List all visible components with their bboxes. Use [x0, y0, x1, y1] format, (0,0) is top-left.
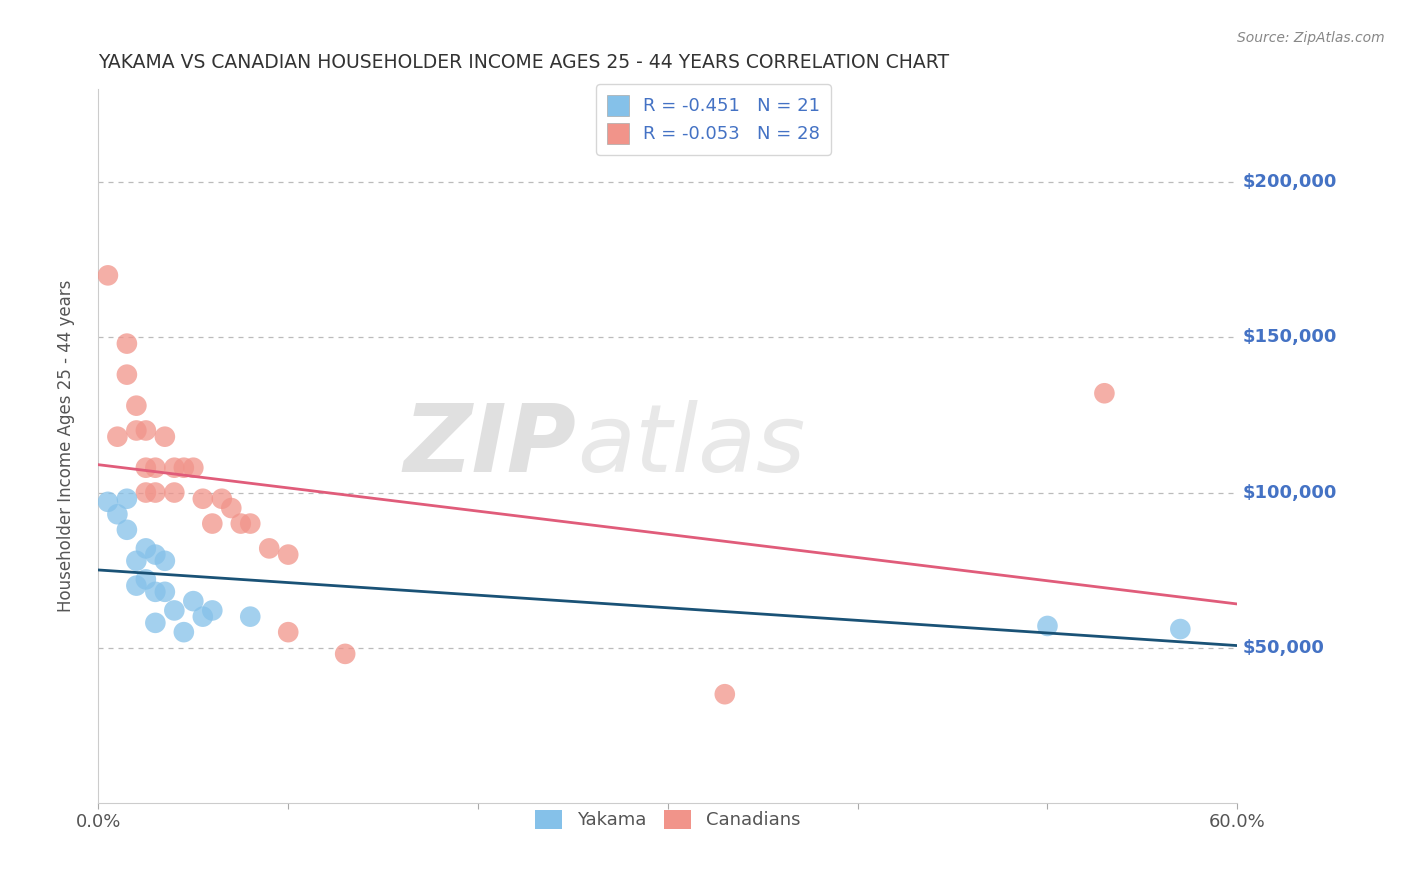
- Point: [115, 336, 138, 351]
- Text: $100,000: $100,000: [1243, 483, 1337, 501]
- Point: [145, 460, 167, 475]
- Point: [135, 424, 157, 438]
- Point: [1170, 622, 1192, 636]
- Point: [239, 516, 262, 531]
- Legend: Yakama, Canadians: Yakama, Canadians: [529, 803, 807, 837]
- Text: $200,000: $200,000: [1243, 173, 1337, 191]
- Point: [229, 516, 252, 531]
- Point: [191, 609, 214, 624]
- Text: $50,000: $50,000: [1243, 639, 1324, 657]
- Point: [1094, 386, 1116, 401]
- Text: Source: ZipAtlas.com: Source: ZipAtlas.com: [1237, 31, 1385, 45]
- Point: [145, 548, 167, 562]
- Point: [173, 460, 195, 475]
- Y-axis label: Householder Income Ages 25 - 44 years: Householder Income Ages 25 - 44 years: [56, 280, 75, 612]
- Text: atlas: atlas: [576, 401, 806, 491]
- Text: YAKAMA VS CANADIAN HOUSEHOLDER INCOME AGES 25 - 44 YEARS CORRELATION CHART: YAKAMA VS CANADIAN HOUSEHOLDER INCOME AG…: [98, 54, 949, 72]
- Point: [135, 541, 157, 556]
- Point: [107, 508, 129, 522]
- Point: [97, 268, 120, 283]
- Text: ZIP: ZIP: [404, 400, 576, 492]
- Point: [125, 399, 148, 413]
- Point: [173, 625, 195, 640]
- Point: [115, 491, 138, 506]
- Point: [714, 687, 737, 701]
- Point: [153, 584, 176, 599]
- Text: $150,000: $150,000: [1243, 328, 1337, 346]
- Point: [97, 495, 120, 509]
- Point: [153, 430, 176, 444]
- Point: [183, 594, 205, 608]
- Point: [1036, 619, 1059, 633]
- Point: [277, 548, 299, 562]
- Point: [163, 603, 186, 617]
- Point: [115, 523, 138, 537]
- Point: [145, 485, 167, 500]
- Point: [221, 501, 243, 516]
- Point: [125, 579, 148, 593]
- Point: [201, 516, 224, 531]
- Point: [135, 460, 157, 475]
- Point: [277, 625, 299, 640]
- Point: [145, 584, 167, 599]
- Point: [163, 485, 186, 500]
- Point: [135, 485, 157, 500]
- Point: [183, 460, 205, 475]
- Point: [201, 603, 224, 617]
- Point: [115, 368, 138, 382]
- Point: [335, 647, 357, 661]
- Point: [211, 491, 233, 506]
- Point: [145, 615, 167, 630]
- Point: [135, 573, 157, 587]
- Point: [259, 541, 281, 556]
- Point: [239, 609, 262, 624]
- Point: [125, 424, 148, 438]
- Point: [153, 554, 176, 568]
- Point: [125, 554, 148, 568]
- Point: [163, 460, 186, 475]
- Point: [191, 491, 214, 506]
- Point: [107, 430, 129, 444]
